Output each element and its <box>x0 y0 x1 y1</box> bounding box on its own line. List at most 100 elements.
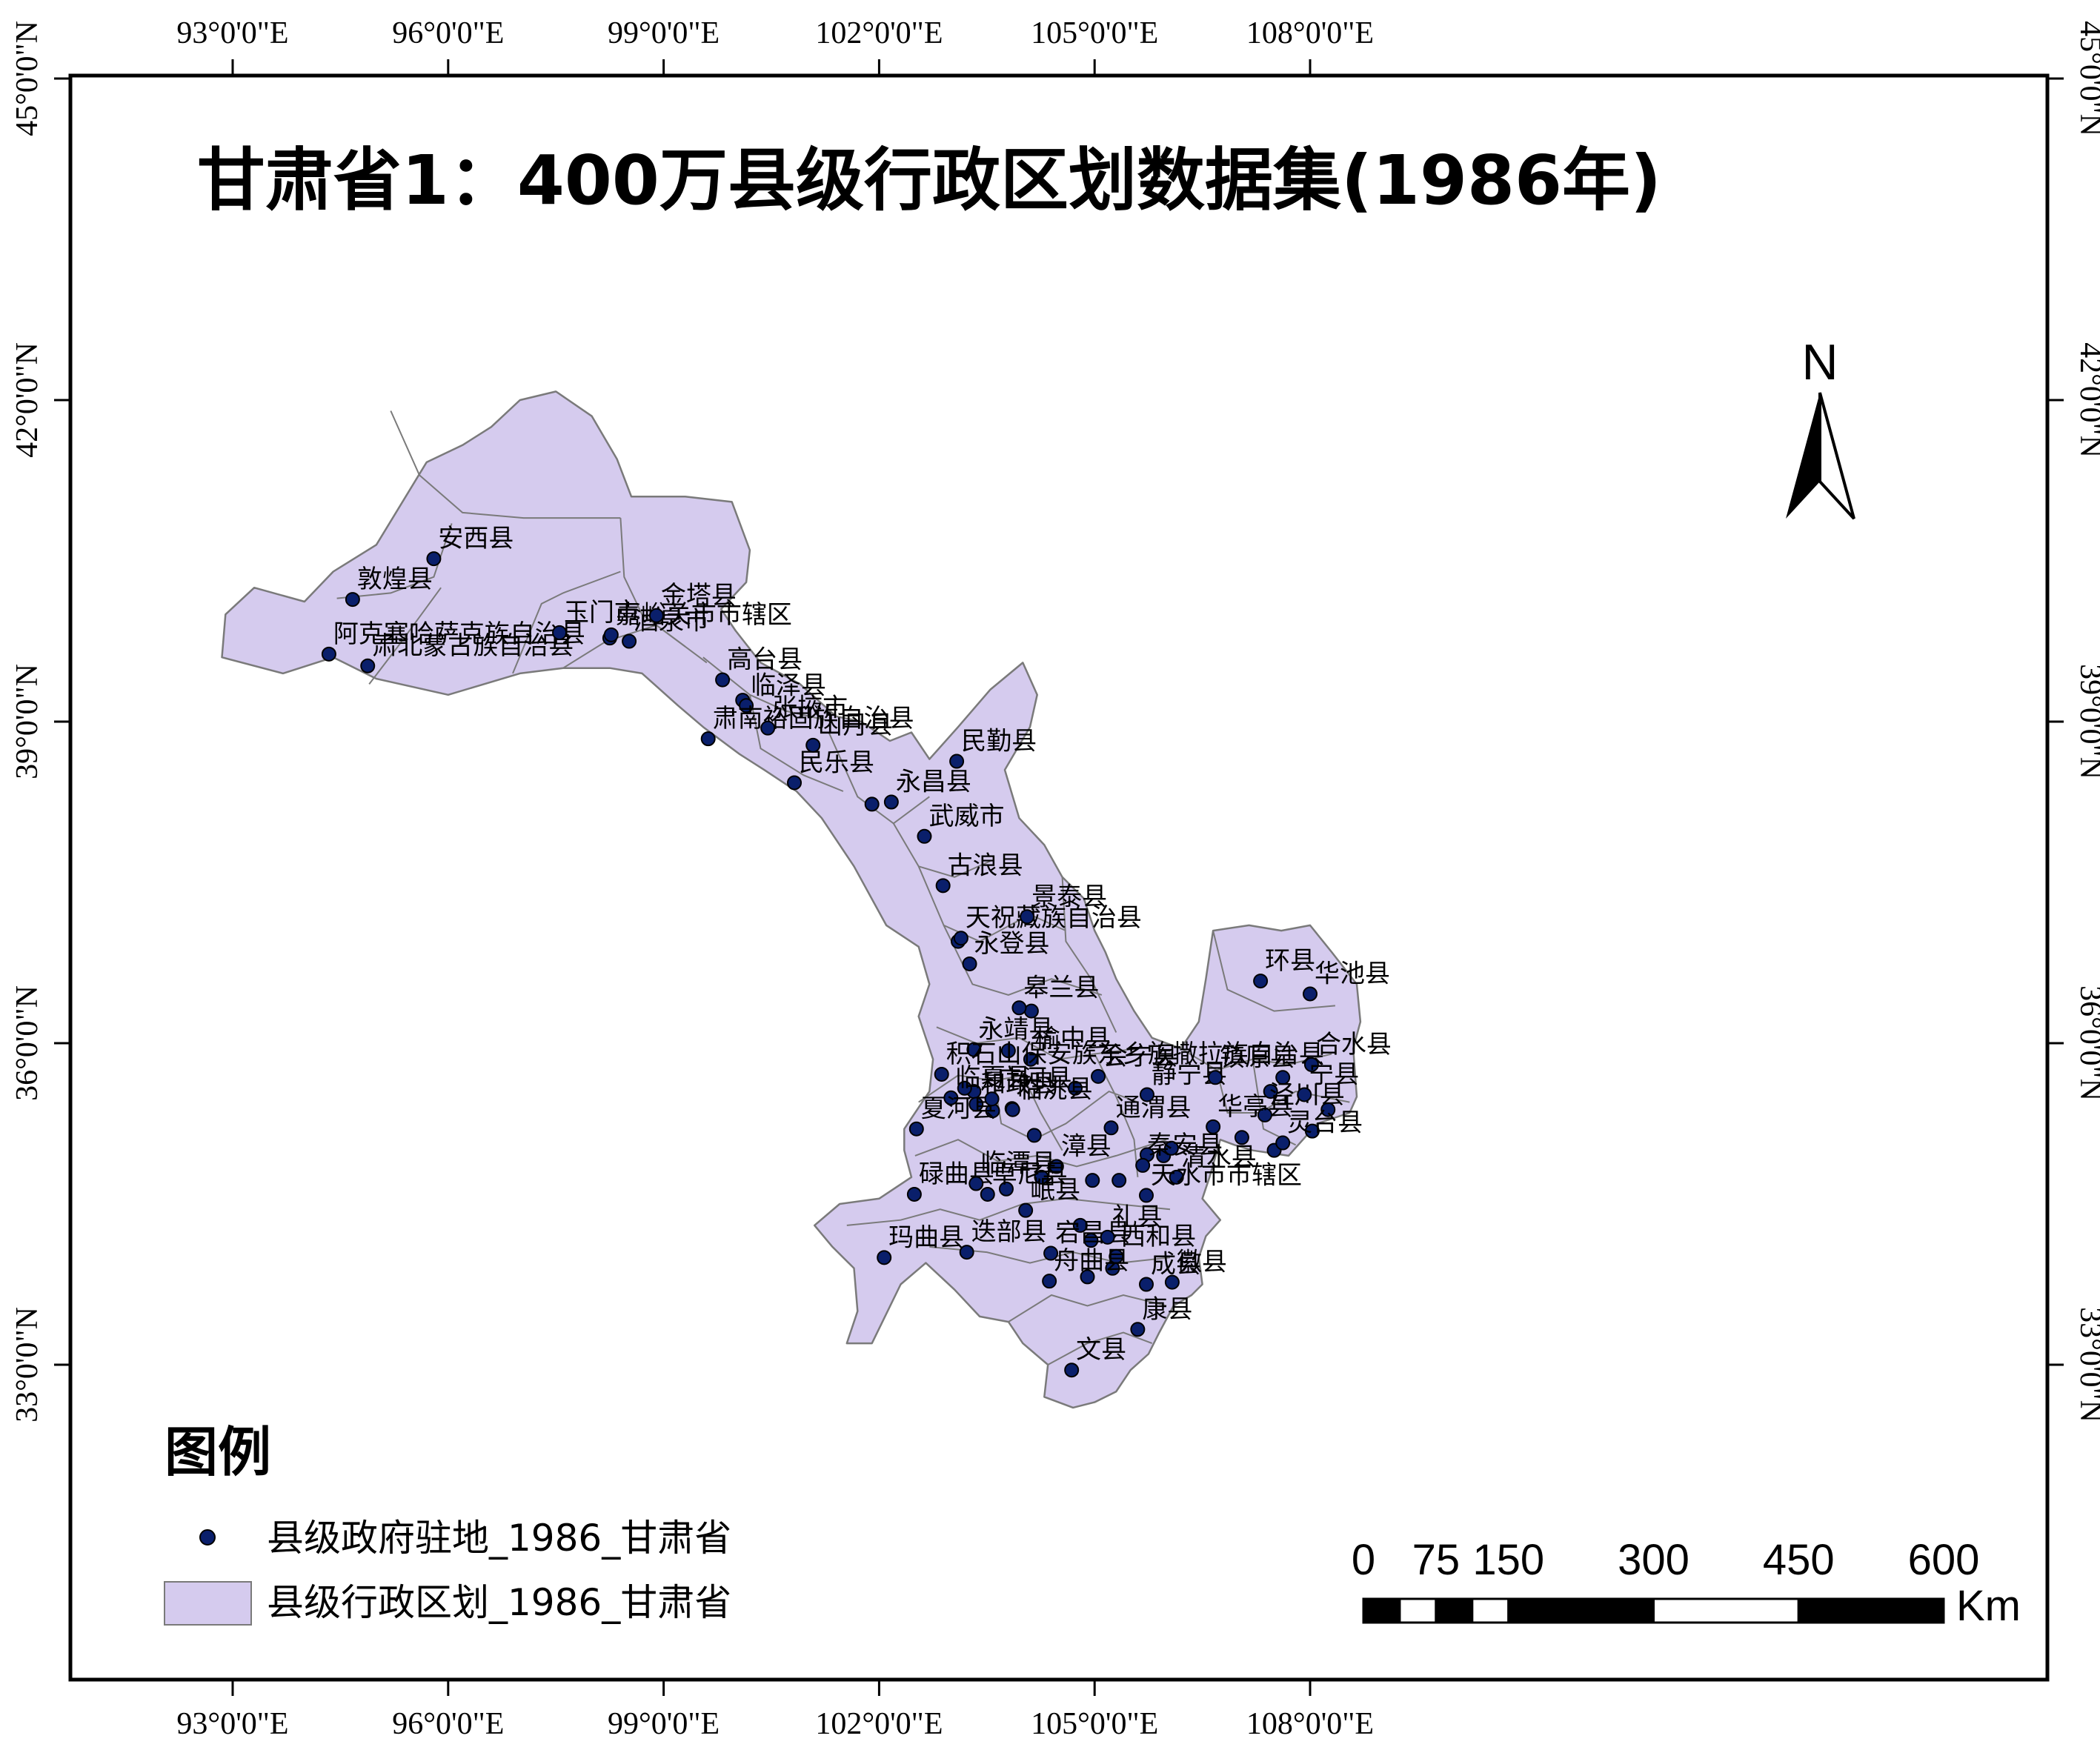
county-label: 康县 <box>1142 1294 1192 1324</box>
gansu-province-outline <box>221 390 1362 1409</box>
county-border-19 <box>1047 1331 1153 1365</box>
county-seat-point <box>1320 1102 1336 1117</box>
county-seat-point <box>1100 1229 1115 1245</box>
lon-label-top: 102°0'0"E <box>815 16 943 50</box>
county-label: 武威市 <box>928 802 1004 831</box>
county-seat-point <box>739 698 754 713</box>
north-arrow-left-half <box>1786 393 1820 519</box>
county-seat-point <box>966 1042 982 1057</box>
lat-label-left: 45°0'0"N <box>10 21 44 136</box>
county-seat-point <box>345 592 360 608</box>
county-seat-point <box>1005 1102 1020 1117</box>
county-label: 徽县 <box>1177 1248 1227 1277</box>
scale-segment <box>1362 1597 1401 1624</box>
county-border-20 <box>1212 930 1335 1012</box>
county-seat-point <box>1112 1173 1127 1188</box>
county-label: 天祝藏族自治县 <box>966 903 1142 933</box>
county-seat-point <box>787 775 803 791</box>
lon-label-bottom: 105°0'0"E <box>1031 1707 1158 1741</box>
county-label: 文县 <box>1076 1335 1126 1365</box>
county-border-5 <box>562 624 708 669</box>
legend-polygon-symbol <box>164 1581 252 1626</box>
lat-label-right: 45°0'0"N <box>2073 21 2100 136</box>
county-border-13 <box>918 1074 1023 1103</box>
county-seat-point <box>1011 1000 1027 1016</box>
county-seat-point <box>1135 1157 1151 1173</box>
lon-label-top: 96°0'0"E <box>392 16 504 50</box>
county-label: 皋兰县 <box>1023 973 1099 1002</box>
county-label: 山丹县 <box>817 711 893 740</box>
county-seat-point <box>1109 1248 1124 1264</box>
county-label: 张掖市 <box>772 693 848 723</box>
county-label: 镇原县 <box>1220 1042 1295 1072</box>
county-seat-point <box>1263 1084 1278 1099</box>
county-border-0 <box>390 410 621 519</box>
county-label: 永登县 <box>974 929 1050 959</box>
county-seat-point <box>1164 1274 1180 1290</box>
county-label: 临泽县 <box>751 671 826 700</box>
county-seat-point <box>957 1080 972 1096</box>
county-label: 金塔县 <box>661 581 737 610</box>
county-seat-point <box>962 956 977 971</box>
legend-point-label: 县级政府驻地_1986_甘肃省 <box>267 1517 731 1560</box>
county-seat-point <box>959 1245 974 1260</box>
county-seat-point <box>998 1181 1014 1197</box>
county-seat-point <box>883 794 899 810</box>
scale-bar: Km 0 75 150 300 450 600 <box>1352 1536 2021 1630</box>
lon-label-bottom: 108°0'0"E <box>1246 1707 1374 1741</box>
county-label: 酒泉市 <box>634 607 709 636</box>
lat-label-left: 33°0'0"N <box>10 1307 44 1423</box>
county-borders <box>336 410 1350 1365</box>
county-seat-point <box>906 1186 922 1202</box>
county-label: 西和县 <box>1120 1222 1196 1251</box>
county-seat-point <box>1139 1087 1154 1102</box>
county-border-25 <box>1022 1074 1063 1151</box>
county-label: 秦安县 <box>1147 1131 1223 1160</box>
county-seat-point <box>935 878 951 894</box>
county-seat-point <box>805 737 821 753</box>
county-seat-point <box>1043 1245 1059 1261</box>
county-label: 临夏县 <box>955 1063 1031 1093</box>
county-seat-point <box>877 1250 892 1265</box>
lon-label-bottom: 99°0'0"E <box>608 1707 720 1741</box>
county-seat-point <box>984 1091 1000 1107</box>
county-seat-point <box>1275 1135 1291 1151</box>
lat-label-right: 39°0'0"N <box>2073 664 2100 779</box>
lat-label-left: 36°0'0"N <box>10 985 44 1101</box>
county-label: 夏河县 <box>921 1094 997 1124</box>
county-seat-point <box>1034 1169 1049 1185</box>
county-label: 高台县 <box>727 645 803 675</box>
scale-label: 600 <box>1908 1536 1980 1584</box>
county-label: 敦煌县 <box>357 565 433 594</box>
county-seat-point <box>1083 1233 1099 1248</box>
county-label: 安西县 <box>438 524 514 553</box>
county-label: 环县 <box>1265 946 1315 976</box>
county-seat-point <box>700 731 716 747</box>
scale-segment <box>1471 1597 1510 1624</box>
county-label: 华亭县 <box>1217 1092 1293 1122</box>
scale-label: 150 <box>1472 1536 1544 1584</box>
county-label: 景泰县 <box>1031 882 1107 911</box>
county-seat-point <box>360 658 376 673</box>
county-seat-point <box>1234 1130 1249 1145</box>
county-border-9 <box>892 822 991 878</box>
county-label: 清水县 <box>1181 1142 1257 1172</box>
county-seat-point <box>622 633 637 649</box>
scale-segment <box>1652 1597 1800 1624</box>
scale-segment <box>1797 1597 1945 1624</box>
county-label: 舟曲县 <box>1054 1246 1129 1276</box>
county-border-24 <box>1061 876 1117 1033</box>
county-seat-point <box>1085 1173 1100 1188</box>
county-border-15 <box>914 1139 1167 1168</box>
county-label: 肃南裕固族自治县 <box>713 704 914 733</box>
county-label: 临潭县 <box>980 1149 1056 1179</box>
county-seat-point <box>1208 1070 1223 1085</box>
legend-title: 图例 <box>165 1421 271 1483</box>
county-seat-point <box>1303 986 1318 1002</box>
county-label: 华池县 <box>1315 959 1390 988</box>
county-label: 肃北蒙古族自治县 <box>372 631 574 661</box>
county-seat-point <box>1304 1123 1320 1139</box>
county-label: 会宁县 <box>1103 1042 1178 1071</box>
lat-label-right: 36°0'0"N <box>2073 985 2100 1101</box>
county-seat-point <box>1163 1140 1179 1156</box>
